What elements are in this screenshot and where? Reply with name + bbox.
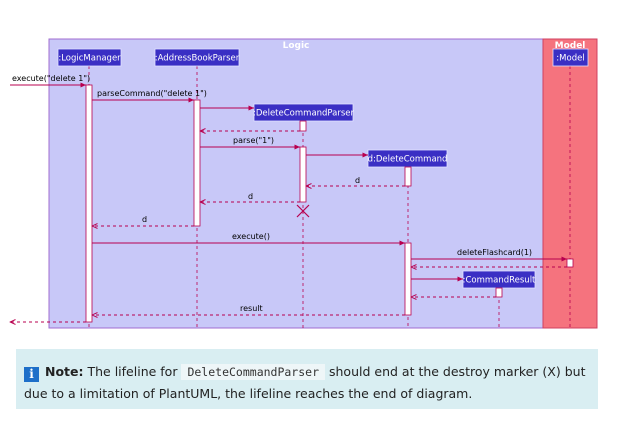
participant-address-book-parser-label: :AddressBookParser (155, 54, 240, 64)
participant-model (552, 48, 589, 67)
activation-address-book-parser (193, 99, 201, 227)
model-group (542, 38, 598, 329)
participant-address-book-parser (154, 48, 240, 67)
note-text-after: should end at the destroy marker (X) but… (24, 364, 586, 401)
activation-delete-command-parser-1 (299, 120, 307, 132)
msg-return-d-3: d (142, 215, 147, 224)
activation-model (566, 258, 574, 268)
msg-return-d-2: d (248, 192, 253, 201)
logic-group-title: Logic (283, 41, 310, 51)
info-icon: i (24, 367, 39, 382)
msg-execute-call: execute("delete 1") (12, 74, 90, 83)
participant-command-result-label: :CommandResult (463, 276, 536, 286)
sequence-diagram: Logic Model :LogicManager :AddressBookPa… (0, 38, 598, 329)
activation-logic-manager (85, 84, 93, 323)
msg-return-d-1: d (355, 176, 360, 185)
note-label: Note: (44, 364, 84, 379)
msg-execute: execute() (232, 232, 270, 241)
msg-result: result (240, 304, 263, 313)
activation-delete-command-1 (404, 166, 412, 187)
activation-delete-command-2 (404, 242, 412, 316)
msg-parse: parse("1") (233, 136, 274, 145)
participant-delete-command-parser-label: :DeleteCommandParser (253, 109, 355, 119)
participant-logic-manager (57, 48, 122, 67)
msg-delete-flashcard: deleteFlashcard(1) (457, 248, 532, 257)
participant-model-label: :Model (556, 54, 584, 64)
activation-command-result (495, 287, 503, 298)
activation-delete-command-parser-2 (299, 146, 307, 203)
note-box: i Note: The lifeline for DeleteCommandPa… (16, 349, 598, 409)
msg-parse-command: parseCommand("delete 1") (97, 89, 207, 98)
model-group-title: Model (555, 41, 586, 51)
participant-logic-manager-label: :LogicManager (58, 54, 121, 64)
note-text-before: The lifeline for (87, 364, 178, 379)
destroy-marker (296, 204, 310, 218)
participant-delete-command-label: d:DeleteCommand (368, 155, 448, 165)
note-code: DeleteCommandParser (181, 364, 326, 380)
